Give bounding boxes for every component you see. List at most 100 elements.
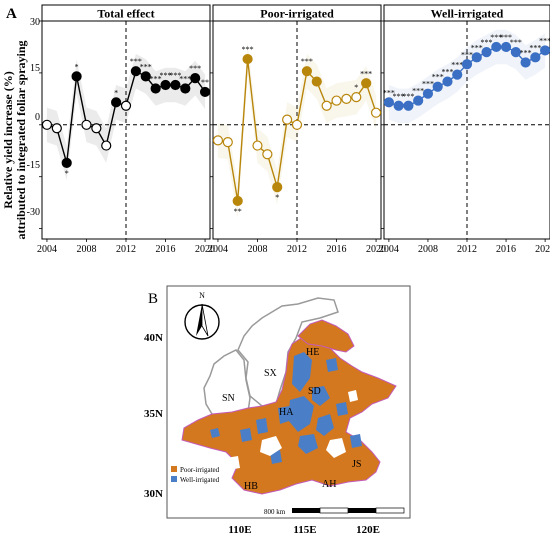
data-point xyxy=(51,123,62,134)
region-label-ah: AH xyxy=(322,479,336,490)
data-point xyxy=(351,92,362,103)
data-point xyxy=(120,100,132,111)
significance-label: *** xyxy=(383,88,395,97)
x-tick-label: 2004 xyxy=(379,244,399,255)
significance-label: *** xyxy=(301,57,313,66)
y-tick-labels: 30 15 0 -15 -30 xyxy=(27,17,40,218)
data-point xyxy=(262,149,273,160)
x-tick-label: 2016 xyxy=(327,244,347,255)
legend-swatch-well xyxy=(171,476,177,482)
facet-title: Poor-irrigated xyxy=(260,7,334,21)
confidence-band xyxy=(217,41,377,219)
data-point xyxy=(331,95,342,106)
x-tick-label: 2020 xyxy=(195,244,215,255)
data-point xyxy=(461,59,473,70)
significance-label: *** xyxy=(500,33,512,42)
scale-bar: 800 km xyxy=(264,507,405,516)
data-point xyxy=(81,119,92,130)
legend-label-well: Well-irrigated xyxy=(180,476,220,484)
data-point xyxy=(190,72,201,84)
x-tick-label: 2004 xyxy=(208,244,228,255)
lat-label-35: 35N xyxy=(144,408,163,420)
x-tick-label: 2020 xyxy=(535,244,550,255)
significance-label: *** xyxy=(140,62,152,71)
region-label-js: JS xyxy=(352,459,361,470)
data-point xyxy=(403,100,414,111)
data-point xyxy=(301,66,312,77)
data-point xyxy=(160,79,171,91)
significance-label: *** xyxy=(360,69,372,78)
data-point xyxy=(481,47,492,58)
significance-label: *** xyxy=(432,73,444,82)
data-point xyxy=(540,45,550,56)
data-point xyxy=(111,97,122,108)
significance-label: * xyxy=(65,169,69,178)
significance-label: *** xyxy=(169,71,181,80)
facet-title: Well-irrigated xyxy=(431,7,504,21)
significance-label: *** xyxy=(393,92,405,101)
data-point xyxy=(530,52,541,63)
data-point xyxy=(321,100,332,111)
region-label-sd: SD xyxy=(308,386,321,397)
y-tick-label: -30 xyxy=(27,207,40,218)
data-point xyxy=(291,119,303,130)
data-point xyxy=(130,66,141,77)
non-study-patches xyxy=(226,390,358,470)
data-point xyxy=(491,41,502,53)
legend-swatch-poor xyxy=(171,466,177,472)
data-point xyxy=(212,135,224,146)
map-legend: Poor-irrigated Well-irrigated xyxy=(171,466,220,484)
data-point xyxy=(341,93,352,104)
region-label-sx: SX xyxy=(264,368,278,379)
significance-label: * xyxy=(114,88,118,97)
panel-b-label: B xyxy=(148,291,158,307)
facet-title: Total effect xyxy=(97,7,154,21)
significance-label: *** xyxy=(529,43,541,52)
data-point xyxy=(311,76,322,87)
data-point xyxy=(471,52,482,63)
lon-label-110: 110E xyxy=(228,524,251,536)
data-point xyxy=(520,57,531,68)
region-label-hb: HB xyxy=(244,481,258,492)
significance-label: ** xyxy=(234,207,242,216)
lon-label-120: 120E xyxy=(356,524,380,536)
significance-label: *** xyxy=(189,64,201,73)
scale-label: 800 km xyxy=(264,508,286,516)
y-axis-title-line1: Relative yield increase (%) xyxy=(1,71,15,208)
data-point xyxy=(199,86,211,98)
significance-label: *** xyxy=(402,92,414,101)
data-point xyxy=(61,157,72,168)
data-point xyxy=(41,119,53,130)
significance-label: *** xyxy=(539,36,550,45)
significance-label: *** xyxy=(461,50,473,59)
y-tick-label: 15 xyxy=(30,63,40,74)
data-point xyxy=(242,53,253,65)
y-tick-label: -15 xyxy=(27,160,40,171)
significance-label: *** xyxy=(510,38,522,47)
data-point xyxy=(422,88,434,99)
north-arrow: N xyxy=(184,291,220,340)
x-tick-label: 2012 xyxy=(116,244,136,255)
data-point xyxy=(393,100,404,111)
data-point xyxy=(272,181,283,193)
region-label-he: HE xyxy=(306,347,319,358)
y-tick-label: 30 xyxy=(30,17,40,28)
region-label-ha: HA xyxy=(279,407,294,418)
facet-panel-2: Well-irrigated20042008201220162020******… xyxy=(379,4,550,255)
x-tick-label: 2008 xyxy=(76,244,96,255)
data-point xyxy=(500,41,512,53)
y-axis-title-line2: attributed to integrated foliar spraying xyxy=(14,40,28,239)
significance-label: *** xyxy=(130,57,142,66)
lon-label-115: 115E xyxy=(293,524,316,536)
data-point xyxy=(71,71,82,82)
x-tick-label: 2020 xyxy=(366,244,386,255)
significance-label: *** xyxy=(451,61,463,70)
data-point xyxy=(180,83,191,94)
significance-label: *** xyxy=(481,38,493,47)
data-point xyxy=(370,107,382,118)
significance-label: * xyxy=(354,83,358,92)
data-point xyxy=(432,81,443,92)
